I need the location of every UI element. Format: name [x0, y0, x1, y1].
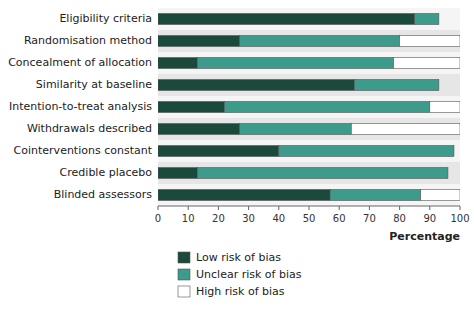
category-label: Similarity at baseline: [36, 78, 152, 91]
legend-swatch: [178, 286, 190, 297]
bar-segment: [421, 190, 460, 201]
x-tick: [369, 206, 370, 210]
bar-segment: [415, 14, 439, 25]
row-band: [158, 96, 460, 118]
bar-segment: [240, 124, 352, 135]
x-tick-label: 70: [363, 213, 376, 224]
row-band: [158, 184, 460, 206]
legend-swatch: [178, 269, 190, 280]
bar-segment: [400, 36, 460, 47]
bar-segment: [240, 36, 400, 47]
x-axis-label: Percentage: [389, 230, 460, 243]
bar-segment: [158, 80, 354, 91]
bar-segment: [197, 168, 448, 179]
x-tick-label: 10: [182, 213, 195, 224]
category-label: Credible placebo: [60, 166, 153, 179]
bars: [158, 14, 460, 201]
x-tick-label: 20: [212, 213, 225, 224]
bar-segment: [354, 80, 439, 91]
row-band: [158, 30, 460, 52]
bar-segment: [430, 102, 460, 113]
bar-segment: [158, 190, 330, 201]
bar-segment: [394, 58, 460, 69]
x-tick: [188, 206, 189, 210]
x-tick: [278, 206, 279, 210]
row-band: [158, 8, 460, 30]
bar-segment: [158, 168, 197, 179]
x-tick: [248, 206, 249, 210]
row-band: [158, 74, 460, 96]
bar-segment: [158, 124, 240, 135]
x-tick-label: 90: [423, 213, 436, 224]
bar-segment: [158, 14, 415, 25]
bar-segment: [447, 168, 448, 179]
bar-segment: [224, 102, 429, 113]
category-label: Concealment of allocation: [8, 56, 152, 69]
legend-swatch: [178, 252, 190, 263]
x-tick: [339, 206, 340, 210]
x-tick-label: 0: [155, 213, 161, 224]
bar-segment: [351, 124, 460, 135]
bar-segment: [330, 190, 421, 201]
x-tick-label: 30: [242, 213, 255, 224]
row-band: [158, 140, 460, 162]
category-label: Randomisation method: [24, 34, 152, 47]
row-band: [158, 52, 460, 74]
x-tick-label: 80: [393, 213, 406, 224]
bar-segment: [197, 58, 393, 69]
x-tick-label: 60: [333, 213, 346, 224]
bar-segment: [158, 58, 197, 69]
bar-segment: [453, 146, 454, 157]
x-tick: [309, 206, 310, 210]
x-tick: [218, 206, 219, 210]
x-tick: [460, 206, 461, 210]
legend: Low risk of bias Unclear risk of bias High…: [178, 251, 302, 298]
category-label: Blinded assessors: [54, 188, 153, 201]
bar-segment: [158, 36, 240, 47]
category-label: Cointerventions constant: [14, 144, 153, 157]
x-tick: [158, 206, 159, 210]
chart: Eligibility criteria Randomisation method…: [0, 0, 474, 328]
x-tick-label: 100: [450, 213, 469, 224]
bar-segment: [158, 146, 279, 157]
x-tick-label: 40: [272, 213, 285, 224]
x-tick-label: 50: [303, 213, 316, 224]
bar-segment: [158, 102, 224, 113]
bar-segment: [438, 14, 439, 25]
legend-label: High risk of bias: [196, 285, 285, 298]
category-label: Withdrawals described: [27, 122, 152, 135]
legend-label: Low risk of bias: [196, 251, 281, 264]
row-band: [158, 118, 460, 140]
x-tick: [429, 206, 430, 210]
bar-segment: [279, 146, 454, 157]
category-label: Intention-to-treat analysis: [9, 100, 152, 113]
bar-segment: [438, 80, 439, 91]
row-band: [158, 162, 460, 184]
legend-label: Unclear risk of bias: [196, 268, 302, 281]
x-tick: [399, 206, 400, 210]
category-label: Eligibility criteria: [59, 12, 152, 25]
